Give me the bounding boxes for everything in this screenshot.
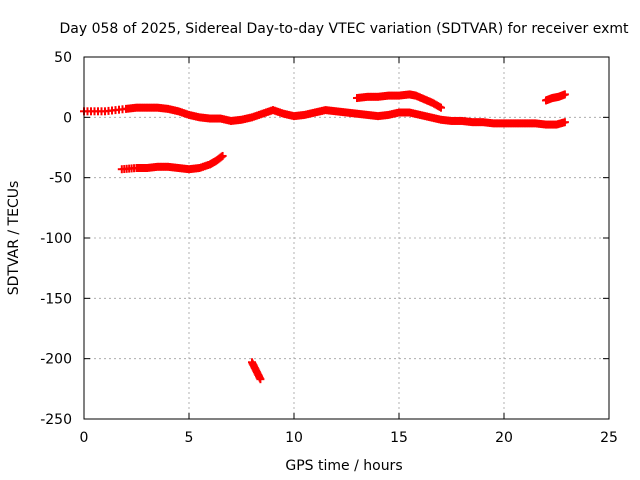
y-tick-label: -150 xyxy=(40,291,72,307)
x-axis-label: GPS time / hours xyxy=(285,458,402,474)
series-track-1 xyxy=(80,103,569,129)
x-tick-label: 5 xyxy=(185,430,194,446)
x-tick-label: 0 xyxy=(80,430,89,446)
data-point xyxy=(437,103,445,112)
axis-ticks: 0 5 10 15 20 25 -250 -200 -150 -100 -50 0 50 xyxy=(40,50,618,446)
y-tick-label: 50 xyxy=(54,50,72,66)
x-tick-label: 20 xyxy=(495,430,513,446)
data-point xyxy=(560,90,569,99)
data-point xyxy=(560,118,569,127)
series-track-4 xyxy=(353,90,445,112)
data-point xyxy=(256,375,265,384)
series-track-3 xyxy=(248,358,265,384)
y-axis-label: SDTVAR / TECUs xyxy=(6,181,22,296)
x-tick-label: 10 xyxy=(285,430,303,446)
series-track-5 xyxy=(542,90,569,105)
data-marks xyxy=(80,90,569,384)
series-track-2 xyxy=(117,151,227,174)
x-tick-label: 25 xyxy=(600,430,618,446)
chart-title: Day 058 of 2025, Sidereal Day-to-day VTE… xyxy=(60,21,630,37)
y-tick-label: 0 xyxy=(63,110,72,126)
data-point xyxy=(218,151,227,160)
y-tick-label: -250 xyxy=(40,412,72,428)
y-tick-label: -100 xyxy=(40,231,72,247)
y-tick-label: -50 xyxy=(49,171,72,187)
x-tick-label: 15 xyxy=(390,430,408,446)
y-tick-label: -200 xyxy=(40,352,72,368)
